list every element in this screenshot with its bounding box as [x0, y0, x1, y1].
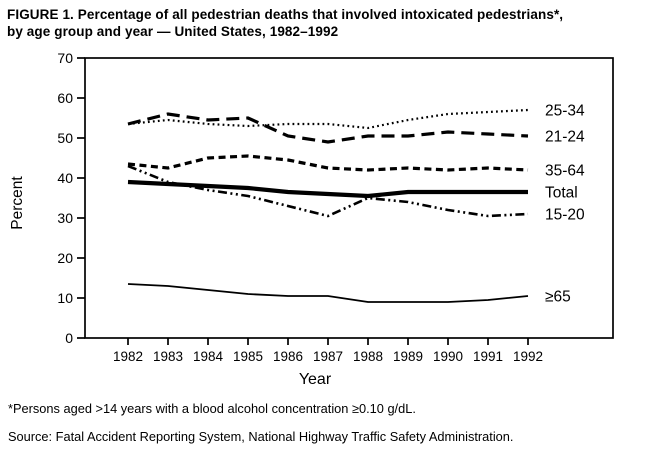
series-line-21-24	[127, 112, 529, 144]
plot-frame	[84, 57, 614, 339]
series-label-21-24: 21-24	[545, 129, 585, 146]
x-axis-label: Year	[299, 371, 332, 388]
x-tick-label: 1984	[193, 349, 224, 364]
y-tick-label: 60	[57, 90, 73, 106]
y-tick-label: 50	[57, 130, 73, 146]
x-tick-label: 1983	[153, 349, 183, 364]
y-tick-label: 30	[57, 210, 73, 226]
series-line-Total	[127, 179, 528, 199]
y-axis-label: Percent	[9, 176, 26, 230]
y-tick-label: 20	[57, 250, 73, 266]
series-label-Total: Total	[545, 185, 578, 202]
x-tick-label: 1990	[433, 349, 463, 364]
figure-title: FIGURE 1. Percentage of all pedestrian d…	[7, 6, 639, 41]
source-note: Source: Fatal Accident Reporting System,…	[8, 429, 514, 444]
x-tick-label: 1986	[273, 349, 303, 364]
x-tick-label: 1988	[353, 349, 383, 364]
series-label-35-64: 35-64	[545, 163, 585, 180]
x-tick-label: 1982	[113, 349, 143, 364]
chart-area: Percent Year 0 10 20 30 40 50 60 70 1982 1983 1984…	[0, 45, 646, 395]
x-tick-label: 1992	[513, 349, 543, 364]
x-tick-label: 1989	[393, 349, 423, 364]
x-tick-label: 1985	[233, 349, 263, 364]
figure-title-line-2: by age group and year — United States, 1…	[7, 24, 339, 40]
series-label-25-34: 25-34	[545, 103, 585, 120]
y-tick-label: 40	[57, 170, 73, 186]
figure-title-line-1: FIGURE 1. Percentage of all pedestrian d…	[7, 7, 564, 22]
series-line-15-20	[127, 164, 529, 218]
series-label-15-20: 15-20	[545, 207, 585, 224]
series-line-25-34	[127, 108, 529, 130]
series-line-≥65	[127, 283, 529, 303]
line-chart-canvas: Percent Year 0 10 20 30 40 50 60 70 1982 1983 1984…	[9, 50, 614, 388]
y-tick-label: 70	[57, 50, 73, 66]
x-tick-label: 1987	[313, 349, 343, 364]
x-tick-label: 1991	[473, 349, 503, 364]
footnote: *Persons aged >14 years with a blood alc…	[8, 401, 416, 416]
y-tick-label: 10	[57, 290, 73, 306]
y-tick-label: 0	[65, 330, 73, 346]
series-line-35-64	[127, 154, 529, 172]
series-label-≥65: ≥65	[545, 289, 571, 306]
